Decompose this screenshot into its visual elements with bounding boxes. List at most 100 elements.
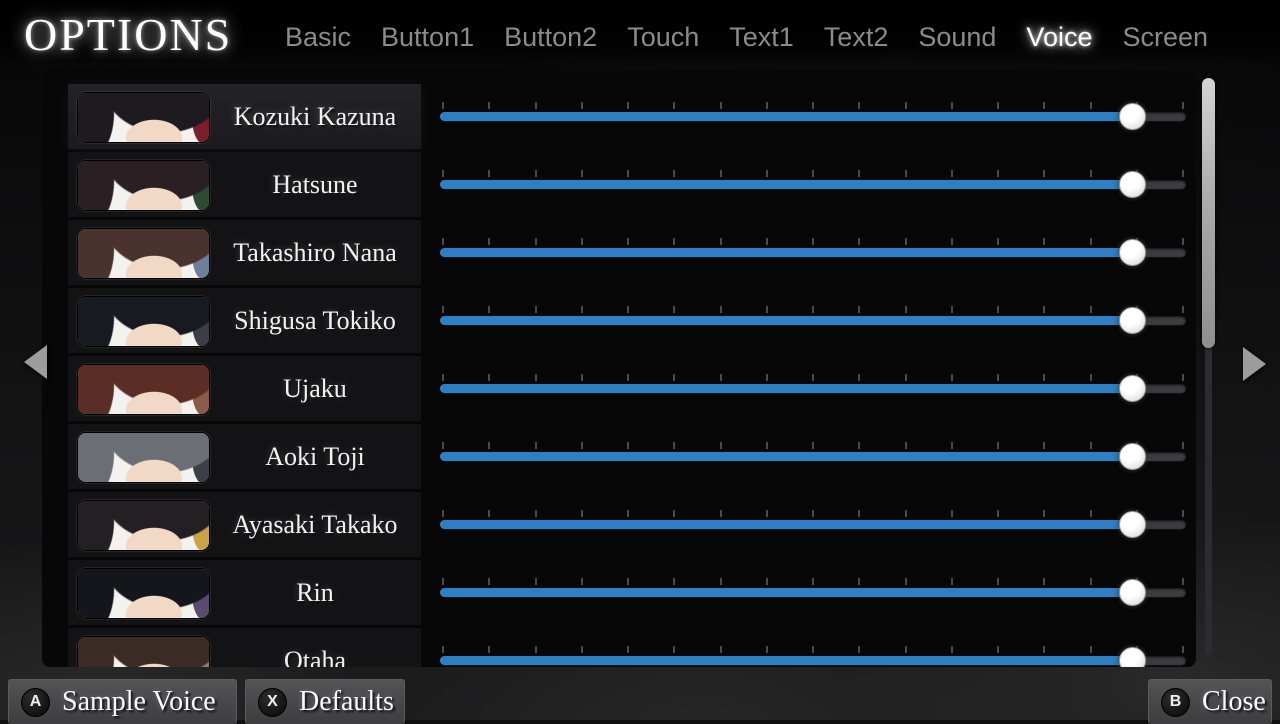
character-row[interactable]: Ujaku: [68, 356, 1190, 421]
tab-text2[interactable]: Text2: [823, 22, 889, 52]
slider-knob-icon[interactable]: [1119, 307, 1147, 334]
gamepad-x-icon: X: [258, 687, 287, 717]
slider-fill: [440, 452, 1133, 461]
scrollbar-thumb[interactable]: [1202, 78, 1215, 348]
slider-track[interactable]: [440, 316, 1186, 325]
character-panel: Rin: [68, 560, 421, 625]
slider-ticks: [442, 510, 1184, 517]
voice-volume-slider[interactable]: [440, 424, 1186, 489]
slider-ticks: [442, 374, 1184, 381]
slider-track[interactable]: [440, 384, 1186, 393]
slider-ticks: [442, 442, 1184, 449]
character-name: Kozuki Kazuna: [233, 101, 397, 131]
character-name: Aoki Toji: [265, 441, 365, 471]
sample-voice-label: Sample Voice: [62, 686, 216, 717]
slider-ticks: [442, 170, 1184, 177]
character-portrait: [77, 92, 210, 143]
slider-knob-icon[interactable]: [1119, 171, 1147, 198]
tab-basic[interactable]: Basic: [285, 22, 352, 52]
character-row[interactable]: Rin: [68, 560, 1190, 625]
slider-fill: [440, 656, 1133, 665]
tab-sound[interactable]: Sound: [918, 22, 997, 52]
character-row[interactable]: Shigusa Tokiko: [68, 288, 1190, 353]
character-row[interactable]: Aoki Toji: [68, 424, 1190, 489]
character-panel: Takashiro Nana: [68, 220, 421, 285]
slider-knob-icon[interactable]: [1119, 103, 1147, 130]
character-row[interactable]: Takashiro Nana: [68, 220, 1190, 285]
character-portrait: [77, 568, 210, 619]
voice-volume-slider[interactable]: [440, 220, 1186, 285]
character-panel: Kozuki Kazuna: [68, 84, 421, 149]
tab-button1[interactable]: Button1: [381, 22, 475, 52]
character-portrait: [77, 500, 210, 551]
character-panel: Shigusa Tokiko: [68, 288, 421, 353]
slider-knob-icon[interactable]: [1119, 511, 1147, 538]
sample-voice-button[interactable]: A Sample Voice: [8, 679, 237, 724]
slider-fill: [440, 112, 1133, 121]
slider-fill: [440, 520, 1133, 529]
voice-volume-slider[interactable]: [440, 560, 1186, 625]
slider-knob-icon[interactable]: [1119, 239, 1147, 266]
left-arrow-icon[interactable]: [24, 345, 47, 379]
tab-voice[interactable]: Voice: [1026, 22, 1093, 52]
slider-track[interactable]: [440, 656, 1186, 665]
character-name: Takashiro Nana: [233, 237, 397, 267]
voice-volume-slider[interactable]: [440, 628, 1186, 667]
gamepad-a-icon: A: [21, 687, 50, 717]
slider-ticks: [442, 102, 1184, 109]
character-name: Otaha: [283, 645, 347, 668]
slider-ticks: [442, 646, 1184, 653]
defaults-button[interactable]: X Defaults: [245, 679, 405, 724]
character-portrait: [77, 228, 210, 279]
slider-knob-icon[interactable]: [1119, 579, 1147, 606]
voice-volume-slider[interactable]: [440, 356, 1186, 421]
slider-track[interactable]: [440, 520, 1186, 529]
character-name: Hatsune: [272, 169, 358, 199]
close-button[interactable]: B Close: [1148, 679, 1272, 724]
voice-volume-list: Kozuki Kazuna Hatsune Takashiro Nana: [42, 70, 1196, 667]
character-row[interactable]: Otaha: [68, 628, 1190, 667]
slider-knob-icon[interactable]: [1119, 375, 1147, 402]
slider-ticks: [442, 578, 1184, 585]
character-row[interactable]: Ayasaki Takako: [68, 492, 1190, 557]
slider-knob-icon[interactable]: [1119, 443, 1147, 470]
tab-screen[interactable]: Screen: [1122, 22, 1209, 52]
voice-volume-slider[interactable]: [440, 288, 1186, 353]
character-panel: Otaha: [68, 628, 421, 667]
character-portrait: [77, 364, 210, 415]
right-arrow-icon[interactable]: [1243, 347, 1266, 381]
slider-fill: [440, 384, 1133, 393]
tab-bar: Basic Button1 Button2 Touch Text1 Text2 Sound V…: [270, 22, 1223, 53]
character-name: Ayasaki Takako: [232, 509, 398, 539]
slider-fill: [440, 316, 1133, 325]
close-label: Close: [1202, 686, 1266, 717]
slider-fill: [440, 180, 1133, 189]
character-name: Shigusa Tokiko: [234, 305, 396, 335]
slider-track[interactable]: [440, 180, 1186, 189]
page-title: OPTIONS: [10, 6, 247, 63]
character-row[interactable]: Hatsune: [68, 152, 1190, 217]
character-name: Ujaku: [283, 373, 347, 403]
slider-track[interactable]: [440, 248, 1186, 257]
slider-track[interactable]: [440, 588, 1186, 597]
tab-touch[interactable]: Touch: [627, 22, 700, 52]
character-panel: Aoki Toji: [68, 424, 421, 489]
tab-button2[interactable]: Button2: [504, 22, 598, 52]
character-panel: Ujaku: [68, 356, 421, 421]
tab-text1[interactable]: Text1: [729, 22, 794, 52]
slider-track[interactable]: [440, 452, 1186, 461]
slider-ticks: [442, 306, 1184, 313]
character-portrait: [77, 636, 210, 667]
character-portrait: [77, 432, 210, 483]
defaults-label: Defaults: [299, 686, 394, 717]
slider-fill: [440, 588, 1133, 597]
character-name: Rin: [296, 577, 334, 607]
slider-track[interactable]: [440, 112, 1186, 121]
voice-volume-slider[interactable]: [440, 84, 1186, 149]
character-portrait: [77, 160, 210, 211]
voice-volume-slider[interactable]: [440, 152, 1186, 217]
voice-volume-slider[interactable]: [440, 492, 1186, 557]
slider-fill: [440, 248, 1133, 257]
character-panel: Hatsune: [68, 152, 421, 217]
character-row[interactable]: Kozuki Kazuna: [68, 84, 1190, 149]
